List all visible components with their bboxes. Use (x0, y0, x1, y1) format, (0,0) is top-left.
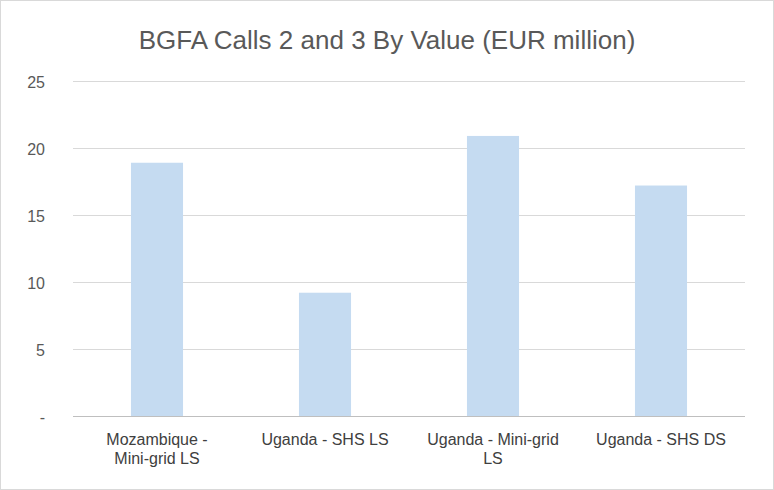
bar (635, 186, 687, 416)
y-tick-label: 10 (27, 275, 45, 292)
x-tick-label: Uganda - Mini-grid LS (427, 431, 559, 467)
bars (131, 136, 687, 416)
grid-line (73, 81, 745, 82)
x-tick-label: Uganda - SHS DS (596, 431, 726, 448)
y-tick-label: 20 (27, 141, 45, 158)
y-tick-label: - (40, 409, 45, 426)
title: BGFA Calls 2 and 3 By Value (EUR million… (139, 25, 636, 55)
y-tick-label: 25 (27, 74, 45, 91)
x-tick-label-line: Uganda - SHS LS (261, 431, 388, 448)
y-tick-label: 15 (27, 208, 45, 225)
x-tick-label: Uganda - SHS LS (261, 431, 388, 448)
grid-line (73, 148, 745, 149)
bar (131, 163, 183, 416)
y-tick-label: 5 (36, 342, 45, 359)
x-tick-label-line: Mozambique - (106, 431, 207, 448)
x-tick-label-line: Uganda - SHS DS (596, 431, 726, 448)
x-tick-label-line: Uganda - Mini-grid (427, 431, 559, 448)
bar (299, 293, 351, 416)
bar (467, 136, 519, 416)
chart: BGFA Calls 2 and 3 By Value (EUR million… (0, 0, 774, 490)
x-tick-label-line: Mini-grid LS (114, 450, 199, 467)
grid-line (73, 416, 745, 417)
x-tick-label: Mozambique - Mini-grid LS (106, 431, 207, 467)
x-tick-label-line: LS (483, 450, 503, 467)
x-axis-line (73, 416, 745, 417)
frame (1, 1, 774, 490)
